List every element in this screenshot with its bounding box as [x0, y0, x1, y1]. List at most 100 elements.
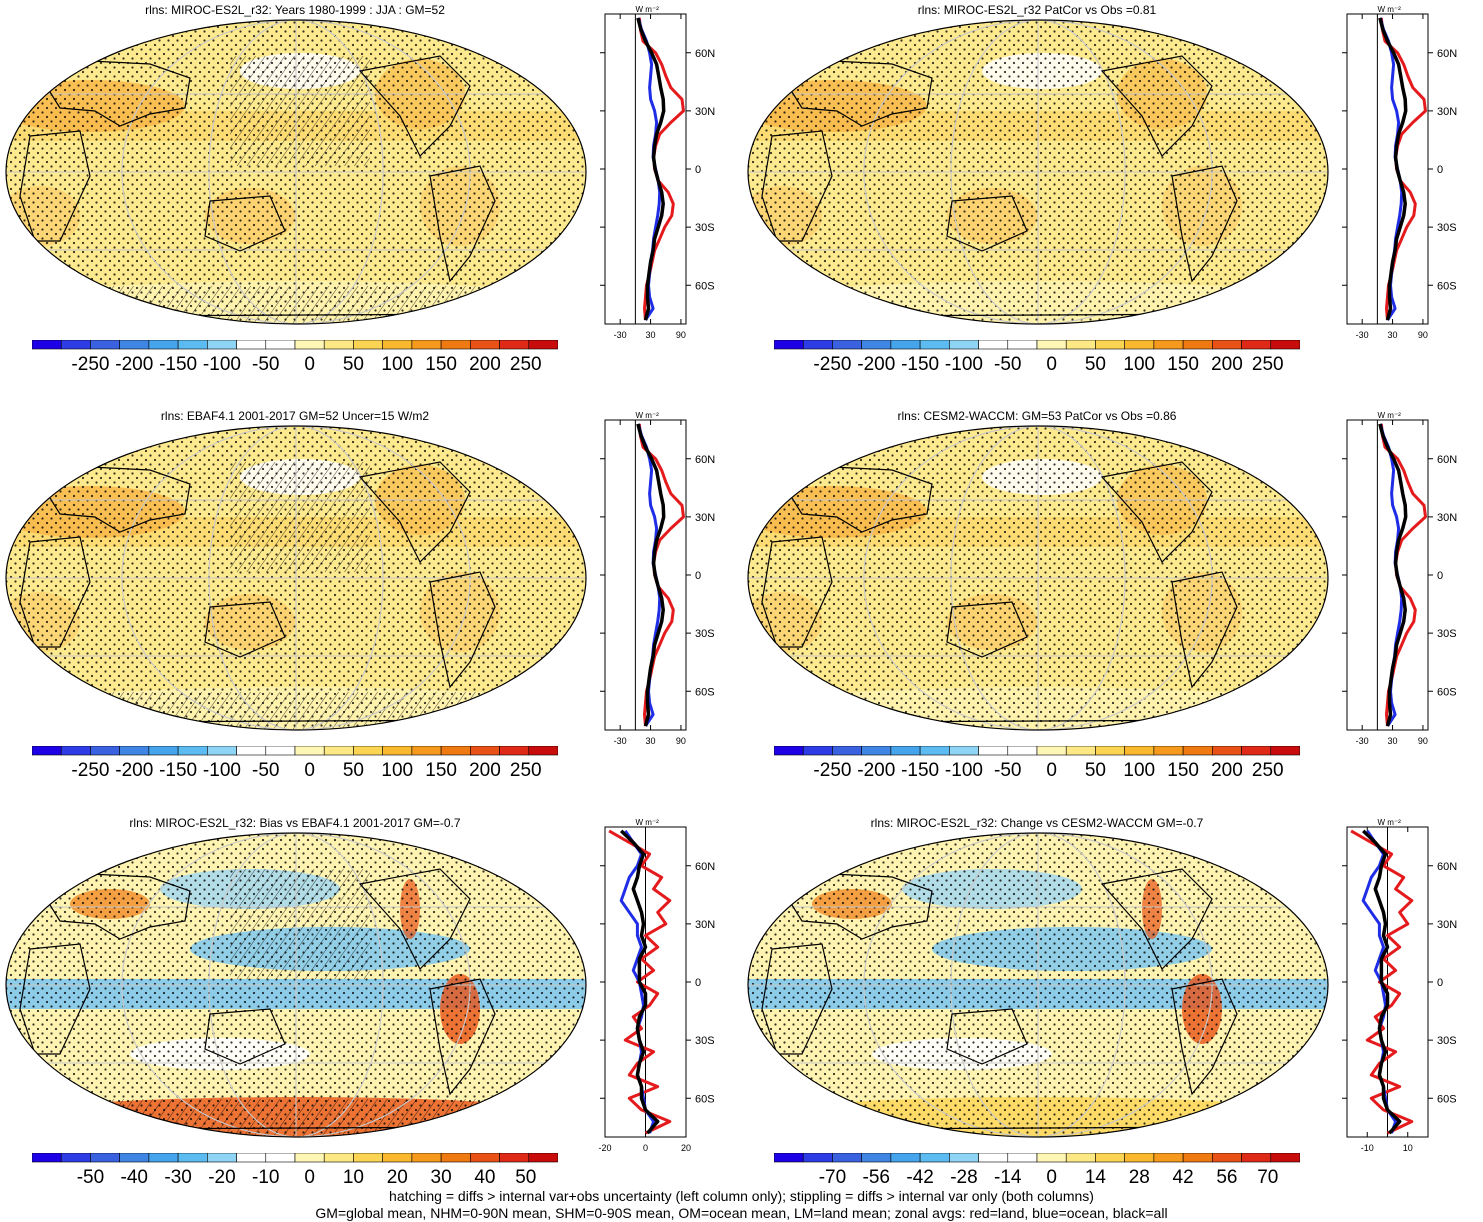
units-label: W m⁻²: [636, 5, 660, 14]
colorbar-swatch: [1037, 1153, 1066, 1162]
colorbar-label: 150: [425, 760, 457, 782]
colorbar-swatch: [353, 340, 382, 349]
lat-label: 0: [695, 977, 701, 989]
colorbar-swatch: [1008, 1153, 1037, 1162]
colorbar-swatch: [1037, 746, 1066, 755]
colorbar-swatch: [237, 340, 266, 349]
lat-label: 60S: [695, 686, 715, 698]
colorbar-label: -28: [950, 1167, 977, 1189]
lat-label: 30N: [1437, 106, 1457, 118]
colorbar-label: 0: [304, 760, 315, 782]
colorbar-swatch: [1008, 746, 1037, 755]
colorbar-label: 150: [1167, 354, 1199, 376]
colorbar-swatch: [120, 746, 149, 755]
colorbar-swatch: [1066, 340, 1095, 349]
colorbar-swatch: [862, 340, 891, 349]
colorbar-label: -100: [203, 354, 241, 376]
colorbar-label: 250: [510, 354, 542, 376]
world-map: [742, 16, 1332, 328]
lat-label: 0: [695, 164, 701, 176]
colorbar-swatch: [324, 1153, 353, 1162]
colorbar-swatch: [1066, 746, 1095, 755]
colorbar-label: 0: [304, 354, 315, 376]
colorbar-swatch: [529, 1153, 558, 1162]
colorbar-label: 10: [343, 1167, 364, 1189]
colorbar-swatch: [1154, 340, 1183, 349]
lat-label: 60N: [1437, 454, 1457, 466]
colorbar-swatch: [1125, 1153, 1154, 1162]
colorbar-swatch: [470, 746, 499, 755]
colorbar-label: 0: [1046, 1167, 1057, 1189]
zonal-frame: [605, 420, 686, 730]
panel-p3: rlns: EBAF4.1 2001-2017 GM=52 Uncer=15 W…: [0, 408, 741, 813]
lat-label: 60S: [1437, 1093, 1457, 1105]
colorbar-swatch: [120, 1153, 149, 1162]
colorbar-swatch: [470, 340, 499, 349]
colorbar-swatch: [178, 1153, 207, 1162]
colorbar-swatch: [862, 746, 891, 755]
colorbar-swatch: [441, 1153, 470, 1162]
footer-line-1: hatching = diffs > internal var+obs unce…: [0, 1188, 1483, 1205]
colorbar-swatch: [803, 746, 832, 755]
colorbar-label: 20: [387, 1167, 408, 1189]
colorbar-swatch: [774, 746, 803, 755]
lat-label: 30N: [695, 106, 715, 118]
colorbar-label: -150: [159, 760, 197, 782]
colorbar-label: 56: [1216, 1167, 1237, 1189]
colorbar-swatch: [149, 746, 178, 755]
colorbar-swatch: [207, 340, 236, 349]
colorbar-label: 100: [381, 354, 413, 376]
colorbar-label: 250: [1252, 760, 1284, 782]
lat-label: 0: [695, 570, 701, 582]
lat-label: 30S: [695, 628, 715, 640]
colorbar-label: 50: [1085, 760, 1106, 782]
hatching-region: [230, 462, 370, 572]
colorbar-label: -200: [115, 354, 153, 376]
colorbar-swatch: [949, 1153, 978, 1162]
units-label: W m⁻²: [636, 411, 660, 420]
colorbar-swatch: [1271, 1153, 1300, 1162]
colorbar-swatch: [32, 746, 61, 755]
colorbar-label: -50: [252, 760, 279, 782]
colorbar-swatch: [441, 340, 470, 349]
colorbar-swatch: [774, 1153, 803, 1162]
colorbar-swatch: [1212, 746, 1241, 755]
colorbar-label: 150: [1167, 760, 1199, 782]
colorbar: [774, 340, 1300, 351]
colorbar-swatch: [61, 340, 90, 349]
hatching-antarctic: [0, 286, 590, 328]
colorbar-swatch: [383, 1153, 412, 1162]
world-map: [0, 16, 590, 328]
zonal-frame: [605, 14, 686, 324]
colorbar-swatch: [1125, 340, 1154, 349]
colorbar-label: -250: [71, 354, 109, 376]
lat-label: 30N: [695, 919, 715, 931]
x-tick-label: -30: [614, 330, 627, 340]
colorbar-label: -50: [252, 354, 279, 376]
colorbar-label: -70: [819, 1167, 846, 1189]
colorbar-swatch: [237, 1153, 266, 1162]
world-map: [742, 422, 1332, 734]
x-tick-label: -10: [1361, 1143, 1374, 1153]
colorbar-swatch: [1008, 340, 1037, 349]
lat-label: 30N: [695, 512, 715, 524]
colorbar-swatch: [774, 340, 803, 349]
colorbar-label: -20: [208, 1167, 235, 1189]
x-tick-label: 30: [1388, 736, 1398, 746]
colorbar-swatch: [1183, 340, 1212, 349]
colorbar-swatch: [920, 746, 949, 755]
colorbar-swatch: [324, 746, 353, 755]
colorbar-label: 0: [1046, 354, 1057, 376]
colorbar-label: 150: [425, 354, 457, 376]
colorbar: [32, 1153, 558, 1164]
colorbar-swatch: [237, 746, 266, 755]
lat-label: 30N: [1437, 512, 1457, 524]
lat-label: 0: [1437, 164, 1443, 176]
colorbar-label: 50: [1085, 354, 1106, 376]
colorbar-label: 30: [431, 1167, 452, 1189]
colorbar-swatch: [441, 746, 470, 755]
